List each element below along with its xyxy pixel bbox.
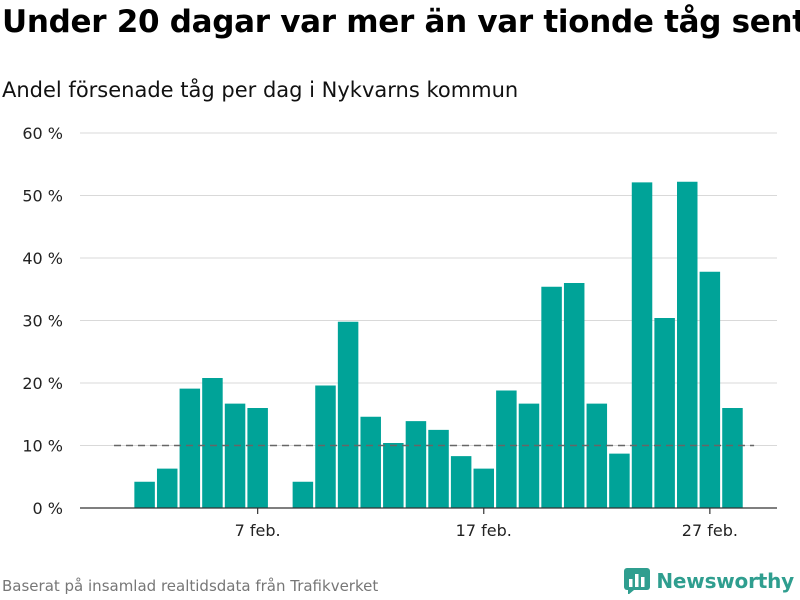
y-tick-label: 50 % — [22, 187, 63, 206]
y-tick-label: 60 % — [22, 124, 63, 143]
bar — [156, 468, 178, 508]
bar — [337, 321, 359, 508]
bar — [609, 453, 630, 508]
bar — [473, 468, 495, 508]
y-tick-label: 20 % — [22, 374, 63, 393]
brand-logo[interactable]: Newsworthy — [624, 568, 794, 594]
bar — [292, 481, 314, 508]
source-note: Baserat på insamlad realtidsdata från Tr… — [2, 577, 379, 595]
bar — [224, 403, 246, 508]
chart-title: Under 20 dagar var mer än var tionde tåg… — [2, 4, 800, 40]
bar — [541, 286, 562, 508]
bars — [134, 181, 743, 508]
x-tick-label: 7 feb. — [235, 521, 281, 540]
bar — [677, 181, 698, 508]
bar — [699, 271, 721, 508]
bar — [518, 403, 540, 508]
bar — [654, 318, 675, 508]
x-tick-label: 27 feb. — [682, 521, 738, 540]
bar — [179, 388, 201, 508]
y-tick-label: 40 % — [22, 249, 63, 268]
bar — [247, 408, 268, 508]
bar — [202, 378, 223, 508]
bar — [428, 429, 449, 508]
y-tick-label: 30 % — [22, 312, 63, 331]
bar — [722, 408, 743, 508]
bar — [134, 481, 155, 508]
bar — [450, 456, 472, 508]
bar — [631, 182, 653, 508]
bar-chart-logo-icon — [624, 568, 651, 594]
y-tick-label: 10 % — [22, 437, 63, 456]
x-tick-label: 17 feb. — [456, 521, 512, 540]
y-tick-label: 0 % — [33, 499, 63, 518]
bar — [383, 443, 404, 508]
bar — [405, 421, 427, 508]
bar — [360, 416, 381, 508]
brand-name: Newsworthy — [656, 569, 794, 593]
bar — [496, 390, 517, 508]
chart-subtitle: Andel försenade tåg per dag i Nykvarns k… — [2, 78, 519, 102]
bar — [563, 283, 585, 508]
axes: 0 % 10 % 20 % 30 % 40 % 50 % 60 % 7 feb. 17 feb.… — [22, 124, 777, 540]
bar — [315, 385, 336, 508]
bar — [586, 403, 608, 508]
